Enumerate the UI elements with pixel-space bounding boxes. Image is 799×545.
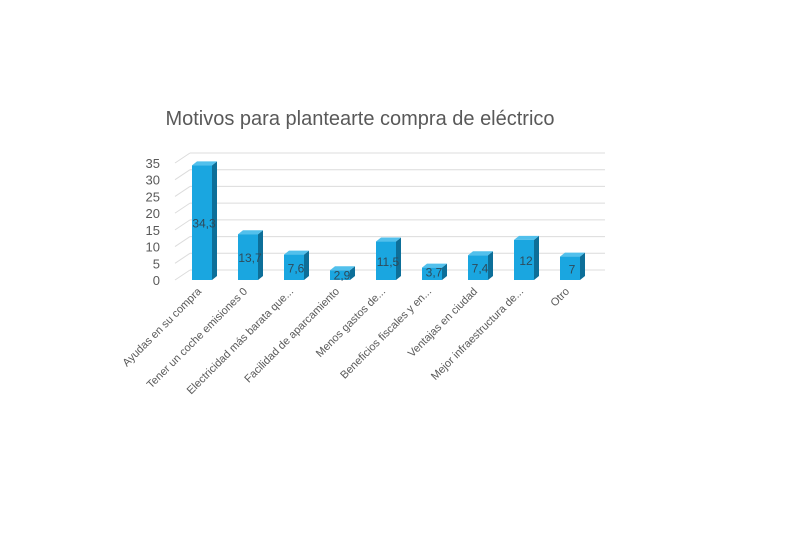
x-tick-label: Ayudas en su compra — [121, 285, 205, 369]
y-tick-label: 0 — [153, 273, 160, 288]
bar-top — [514, 235, 539, 240]
gridline-depth — [174, 252, 191, 264]
bar-top — [284, 250, 309, 255]
data-label: 3,7 — [426, 266, 443, 280]
bar — [376, 241, 396, 280]
y-tick-label: 25 — [146, 189, 160, 204]
bar-side — [258, 230, 263, 280]
bar-side — [350, 266, 355, 280]
bar-side — [396, 237, 401, 280]
bar — [560, 256, 580, 280]
data-label: 7 — [569, 262, 576, 276]
gridline-depth — [174, 269, 191, 281]
bar-top — [192, 161, 217, 166]
bar — [192, 165, 212, 280]
bar-top — [422, 263, 447, 268]
bar-top — [468, 251, 493, 256]
gridline-depth — [174, 186, 191, 197]
bar-top — [238, 230, 263, 235]
y-tick-label: 10 — [146, 240, 160, 255]
bar — [238, 234, 258, 280]
data-label: 11,5 — [377, 255, 400, 269]
data-label: 2,9 — [334, 268, 351, 282]
bar-top — [330, 266, 355, 271]
bar-side — [304, 250, 309, 280]
chart-title: Motivos para plantearte compra de eléctr… — [165, 108, 554, 130]
bar-side — [442, 263, 447, 280]
y-tick-label: 5 — [153, 256, 160, 271]
gridline-depth — [174, 219, 191, 231]
bar-top — [560, 252, 585, 257]
bar-top — [376, 237, 401, 242]
y-tick-label: 35 — [146, 156, 160, 171]
bar-side — [580, 252, 585, 280]
gridline-depth — [174, 202, 191, 214]
x-tick-label: Beneficios fiscales y en... — [338, 286, 434, 382]
bar — [422, 267, 442, 280]
data-label: 13,7 — [238, 251, 262, 265]
gridline-depth — [174, 169, 191, 181]
x-tick-label: Mejor infraestructura de... — [429, 286, 526, 383]
bar — [284, 254, 304, 280]
y-tick-label: 30 — [146, 173, 160, 188]
bar-side — [488, 251, 493, 280]
data-label: 12 — [519, 254, 533, 268]
x-tick-label: Otro — [548, 286, 572, 310]
gridline-depth — [174, 236, 191, 247]
bar — [330, 270, 350, 280]
bar — [514, 239, 534, 280]
gridline-depth — [174, 152, 191, 164]
bar — [468, 255, 488, 280]
bar-side — [534, 235, 539, 280]
x-tick-label: Facilidad de aparcamiento — [242, 286, 342, 386]
bar-side — [212, 161, 217, 280]
data-label: 7,6 — [288, 261, 305, 275]
data-label: 34,3 — [192, 217, 216, 231]
y-tick-label: 20 — [146, 206, 160, 221]
data-label: 7,4 — [472, 262, 489, 276]
y-tick-label: 15 — [146, 223, 160, 238]
